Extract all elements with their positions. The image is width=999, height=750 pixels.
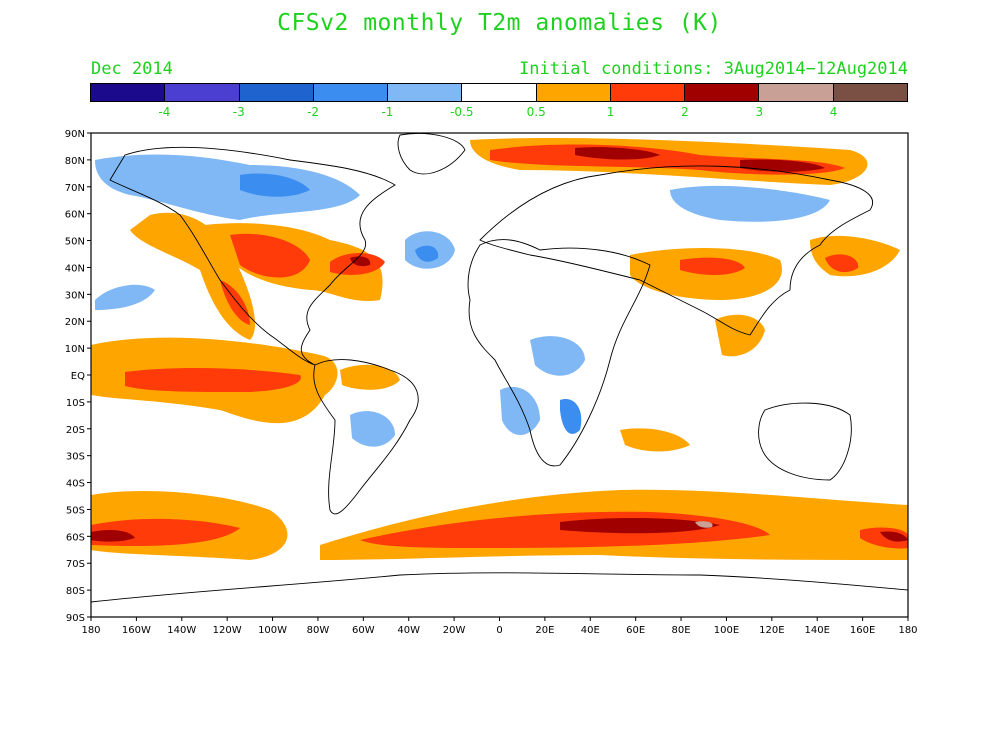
legend-swatch-7 bbox=[610, 84, 686, 101]
lat-tick-label: 30S bbox=[66, 452, 85, 463]
lon-tick-label: 180 bbox=[81, 625, 100, 636]
coastlines bbox=[91, 133, 908, 603]
anomaly-amazon-warm bbox=[340, 364, 400, 390]
legend-swatch-8 bbox=[685, 84, 760, 101]
lat-tick-label: 10S bbox=[66, 398, 85, 409]
legend-label: -1 bbox=[381, 105, 394, 119]
lat-tick-label: 30N bbox=[65, 290, 85, 301]
anomaly-seasia-warm bbox=[715, 314, 765, 357]
lat-tick-label: 70N bbox=[65, 183, 85, 194]
anomaly-samerica-cold bbox=[350, 411, 395, 447]
lat-tick-label: 20S bbox=[66, 425, 85, 436]
latitude-axis: 90N 80N 70N 60N 50N 40N 30N 20N 10N EQ 10S 20S 30S 40… bbox=[65, 129, 91, 624]
lon-tick-label: 0 bbox=[496, 625, 502, 636]
anomaly-se-pacific-peak bbox=[880, 531, 908, 542]
lat-tick-label: 60S bbox=[66, 532, 85, 543]
legend-swatch-4 bbox=[388, 84, 463, 101]
anomaly-canada-cold bbox=[95, 154, 360, 220]
anomaly-namerica-strong bbox=[230, 233, 310, 278]
legend-swatch-9 bbox=[759, 84, 834, 101]
lon-tick-label: 160E bbox=[850, 625, 875, 636]
lat-tick-label: 20N bbox=[65, 317, 85, 328]
anomaly-eastcoast-peak bbox=[350, 256, 371, 267]
longitude-axis: 180 160W 140W 120W 100W 80W 60W 40W 20W 0 20E 40E 60… bbox=[81, 617, 918, 636]
legend-swatch-0 bbox=[91, 84, 166, 101]
legend-label: 3 bbox=[755, 105, 764, 119]
lat-tick-label: 80S bbox=[66, 586, 85, 597]
anomaly-natlantic-cold2 bbox=[415, 245, 439, 262]
anomaly-africa-cold bbox=[530, 336, 585, 376]
lat-tick-label: 90N bbox=[65, 129, 85, 140]
anomaly-arctic-peak bbox=[575, 147, 660, 160]
lon-tick-label: 40W bbox=[397, 625, 420, 636]
legend-label: -0.5 bbox=[450, 105, 474, 119]
legend-swatch-1 bbox=[165, 84, 240, 101]
lon-tick-label: 100E bbox=[714, 625, 739, 636]
lon-tick-label: 40E bbox=[581, 625, 600, 636]
anomaly-siberia-cold bbox=[670, 185, 830, 222]
lat-tick-label: 40S bbox=[66, 479, 85, 490]
lat-tick-label: 50N bbox=[65, 237, 85, 248]
anomaly-nepacific-strong bbox=[220, 280, 250, 325]
lon-tick-label: 140E bbox=[805, 625, 830, 636]
lon-tick-label: 180 bbox=[898, 625, 917, 636]
lon-tick-label: 60E bbox=[626, 625, 645, 636]
legend-label: 2 bbox=[681, 105, 689, 119]
anomaly-canada-cold2 bbox=[240, 173, 310, 197]
anomaly-asia-strong bbox=[680, 257, 745, 275]
legend-label: -2 bbox=[307, 105, 320, 119]
initial-conditions-label: Initial conditions: 3Aug2014−12Aug2014 bbox=[519, 59, 908, 79]
lat-tick-label: 60N bbox=[65, 210, 85, 221]
lat-tick-label: 10N bbox=[65, 344, 85, 355]
legend-swatch-6 bbox=[536, 84, 611, 101]
lat-tick-label: 40N bbox=[65, 263, 85, 274]
lon-tick-label: 60W bbox=[352, 625, 375, 636]
anomaly-safrica-cold bbox=[500, 386, 540, 435]
lon-tick-label: 80E bbox=[672, 625, 691, 636]
anomaly-indian-warm bbox=[620, 428, 690, 452]
valid-month-label: Dec 2014 bbox=[91, 59, 173, 79]
legend-label: 4 bbox=[829, 105, 838, 119]
legend-swatch-3 bbox=[313, 84, 389, 101]
lon-tick-label: 140W bbox=[167, 625, 196, 636]
lon-tick-label: 20E bbox=[535, 625, 554, 636]
legend-swatch-10 bbox=[833, 84, 907, 101]
anomaly-pacific-strong bbox=[125, 368, 301, 392]
legend-label: -3 bbox=[232, 105, 245, 119]
lat-tick-label: 70S bbox=[66, 559, 85, 570]
anomaly-japan-strong bbox=[825, 254, 859, 273]
anomaly-southern-max bbox=[695, 521, 713, 528]
lon-tick-label: 20W bbox=[443, 625, 466, 636]
lat-tick-label: EQ bbox=[71, 371, 85, 382]
legend-label: -4 bbox=[158, 105, 171, 119]
anomaly-pacific-cold bbox=[95, 284, 155, 310]
lon-tick-label: 120W bbox=[213, 625, 242, 636]
legend-swatch-2 bbox=[239, 84, 314, 101]
lon-tick-label: 80W bbox=[307, 625, 330, 636]
lon-tick-label: 100W bbox=[258, 625, 287, 636]
legend-swatch-5 bbox=[462, 84, 537, 101]
lat-tick-label: 80N bbox=[65, 156, 85, 167]
legend-label: 1 bbox=[606, 105, 615, 119]
lat-tick-label: 50S bbox=[66, 505, 85, 516]
lat-tick-label: 90S bbox=[66, 613, 85, 624]
anomaly-southern-peak bbox=[560, 518, 720, 534]
anomaly-southern-peak2 bbox=[91, 530, 135, 542]
legend-label: 0.5 bbox=[526, 105, 546, 119]
color-legend-bar bbox=[90, 83, 908, 102]
anomaly-safrica-cold2 bbox=[560, 399, 582, 434]
lon-tick-label: 120E bbox=[759, 625, 784, 636]
lon-tick-label: 160W bbox=[122, 625, 151, 636]
map-title: CFSv2 monthly T2m anomalies (K) bbox=[277, 10, 722, 36]
